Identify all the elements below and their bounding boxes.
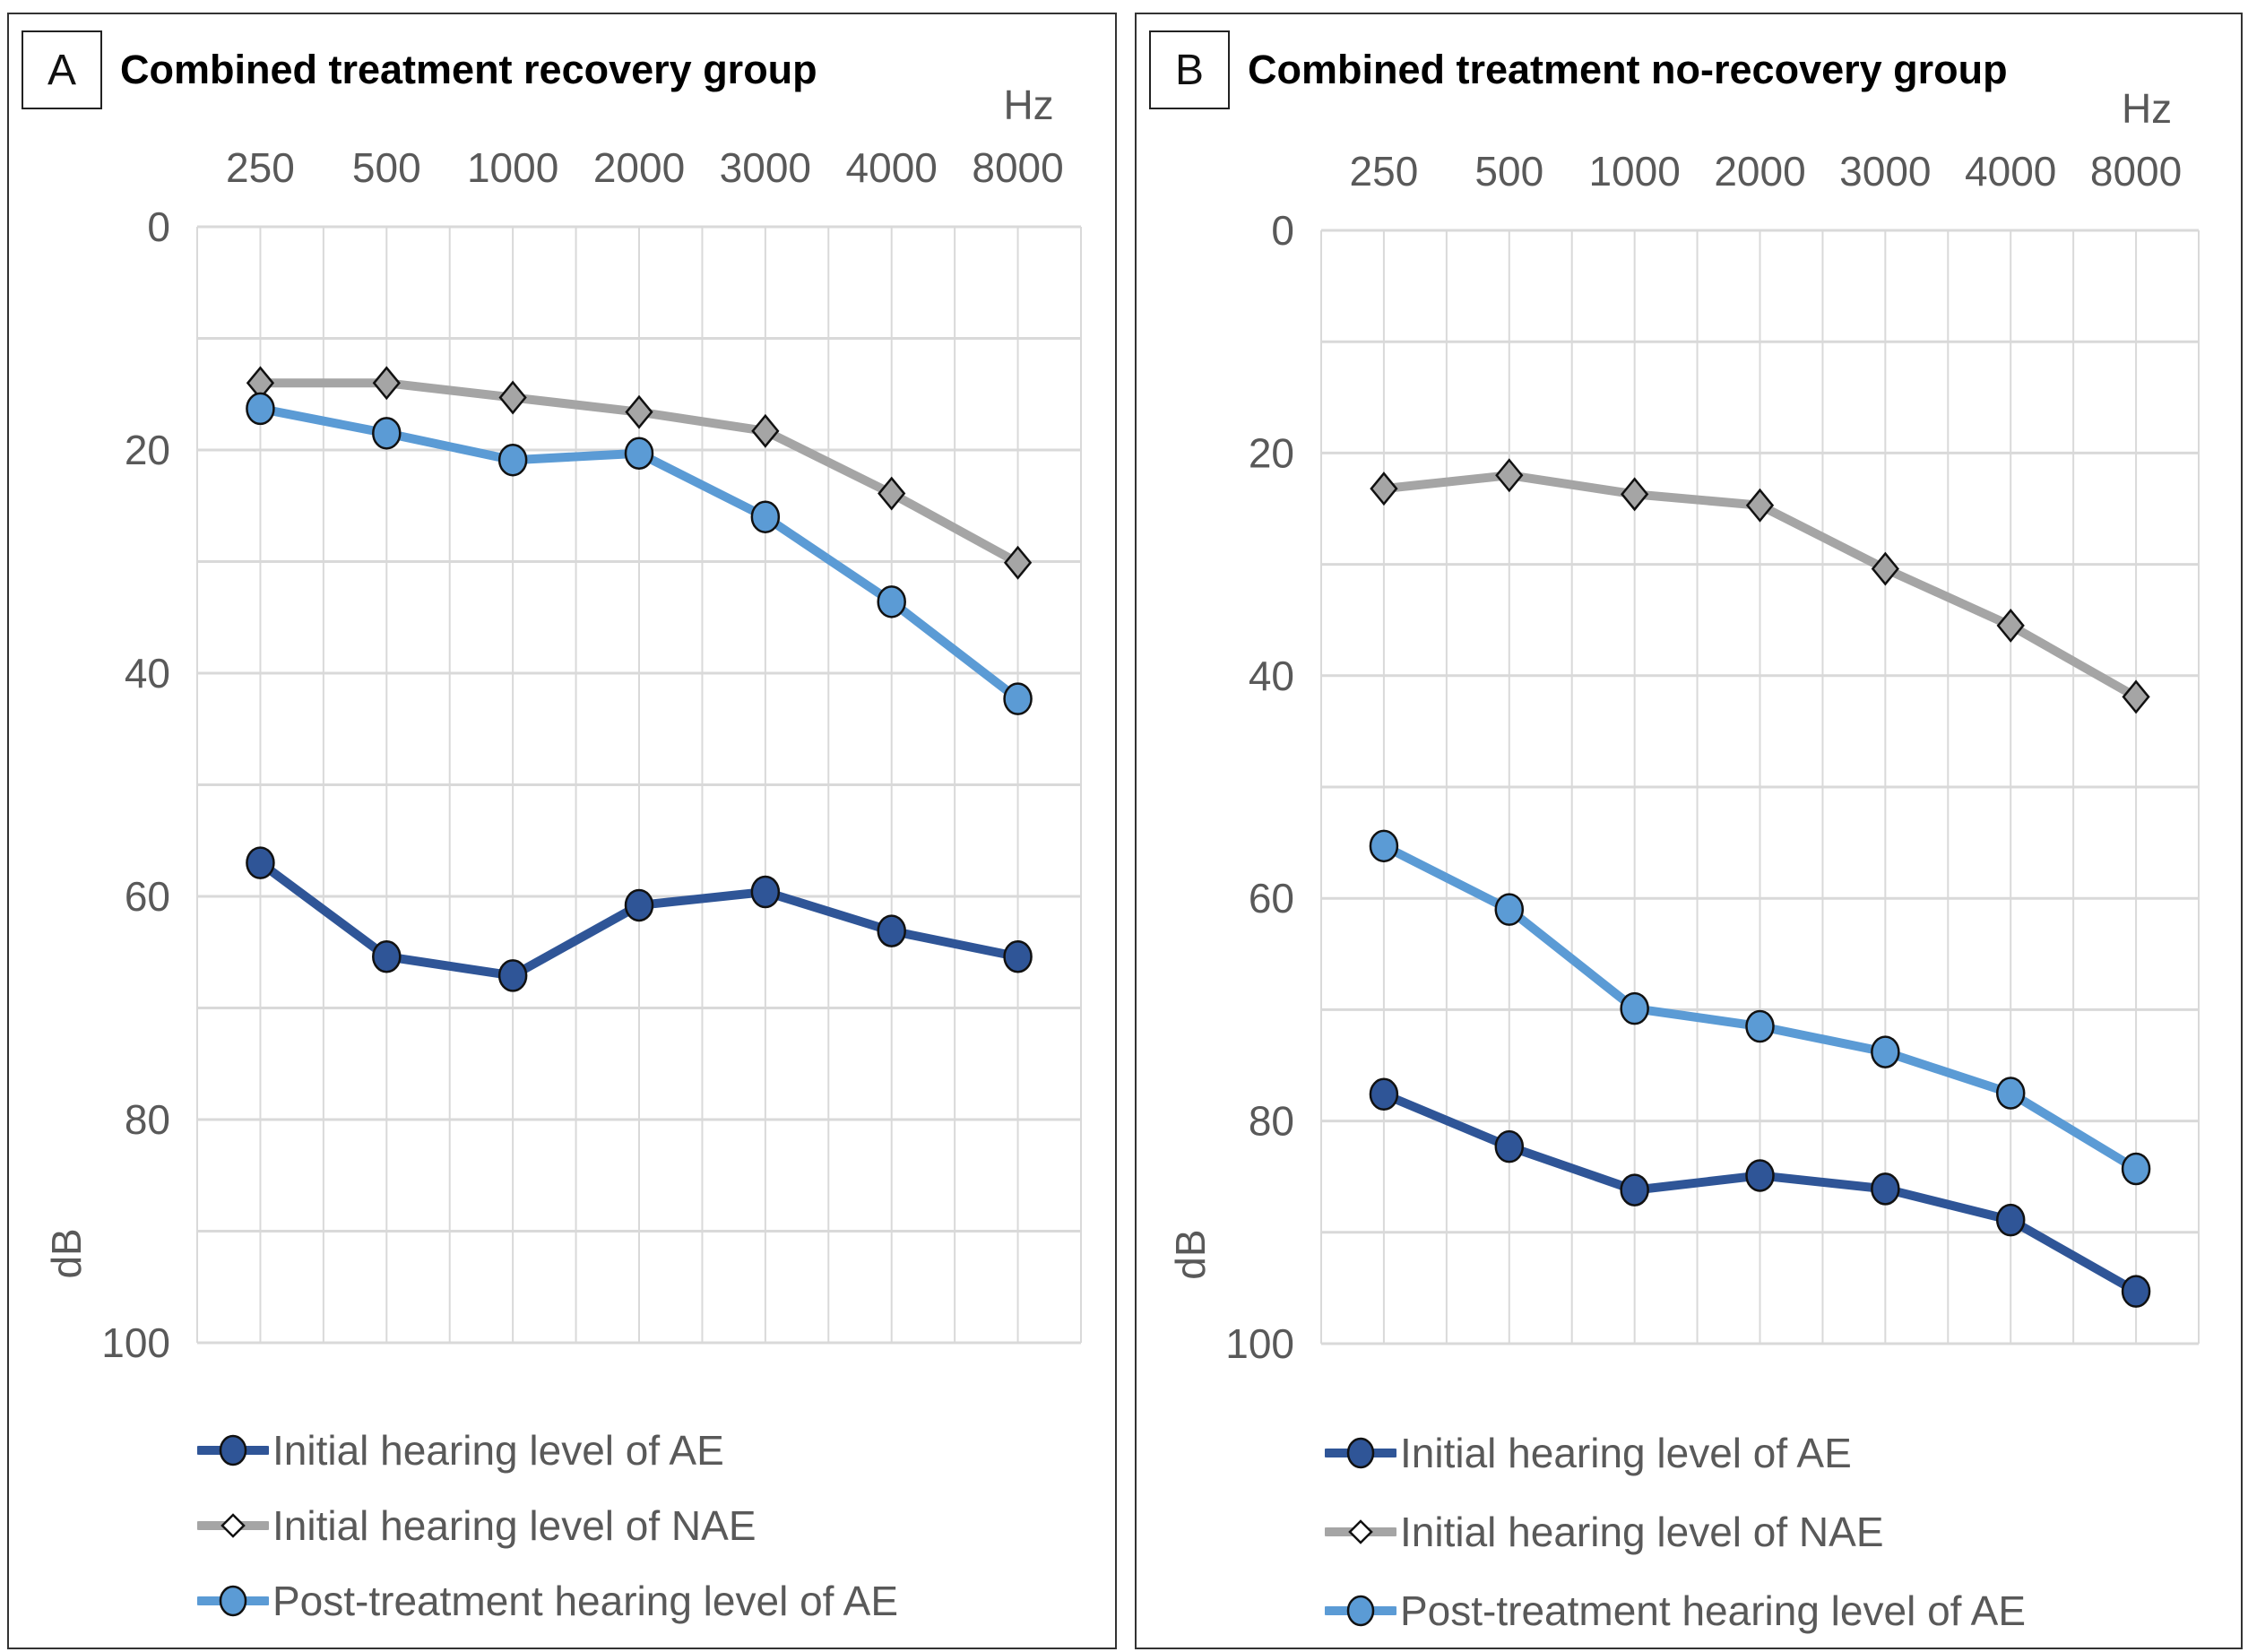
data-point xyxy=(498,380,527,415)
y-axis-label: dB xyxy=(43,1228,90,1278)
legend-item: Post-treatment hearing level of AE xyxy=(1325,1584,2026,1638)
data-point xyxy=(625,394,653,429)
data-point xyxy=(1494,1129,1525,1163)
data-point xyxy=(372,939,402,973)
data-point xyxy=(2121,1275,2151,1308)
chart-svg: 0 20 40 60 80 100 250 500 1000 2000 3000 4000 8000 Hz… xyxy=(43,82,1082,1366)
panel-a: A Combined treatment recovery group 0 20 4… xyxy=(7,13,1117,1649)
x-axis-label: Hz xyxy=(2122,85,2172,132)
data-point xyxy=(1871,551,1899,586)
legend-item: Initial hearing level of NAE xyxy=(197,1499,757,1553)
chart-svg: 0 20 40 60 80 100 250 500 1000 2000 3000 4000 8000 Hz… xyxy=(1167,85,2200,1367)
data-point xyxy=(246,392,275,426)
data-point xyxy=(878,476,906,511)
data-point xyxy=(497,959,528,992)
data-point xyxy=(246,846,275,879)
y-tick-label: 100 xyxy=(1225,1320,1294,1367)
y-tick-label: 40 xyxy=(1249,653,1294,699)
panel-b: B Combined treatment no-recovery group 0… xyxy=(1135,13,2243,1649)
chart-title: Combined treatment recovery group xyxy=(120,47,817,92)
data-point xyxy=(1745,1009,1775,1043)
legend-label: Initial hearing level of NAE xyxy=(272,1502,757,1549)
data-point xyxy=(372,417,402,450)
legend-diamond-marker-icon xyxy=(1325,1519,1396,1544)
data-point xyxy=(1003,939,1033,973)
x-tick-label: 250 xyxy=(1350,148,1419,195)
data-point xyxy=(1620,991,1649,1025)
data-point xyxy=(1745,488,1775,523)
data-point xyxy=(2121,1152,2151,1186)
data-point xyxy=(1995,1203,2026,1237)
legend-circle-marker-icon xyxy=(1325,1437,1396,1469)
x-tick-label: 2000 xyxy=(593,144,685,191)
data-point xyxy=(1370,471,1398,506)
legend-item: Initial hearing level of NAE xyxy=(1325,1505,1884,1559)
chart-title: Combined treatment no-recovery group xyxy=(1248,47,2008,92)
x-tick-label: 1000 xyxy=(467,144,558,191)
data-point xyxy=(1871,1172,1900,1206)
data-point xyxy=(1495,458,1524,493)
data-point xyxy=(1369,829,1399,863)
data-point xyxy=(1003,545,1033,580)
panel-letter: A xyxy=(22,30,102,109)
x-tick-label: 1000 xyxy=(1588,148,1680,195)
y-tick-label: 80 xyxy=(1249,1098,1294,1145)
x-tick-label: 500 xyxy=(352,144,421,191)
y-tick-label: 40 xyxy=(125,650,170,696)
data-point xyxy=(1621,477,1649,512)
data-point xyxy=(497,443,528,477)
data-point xyxy=(1996,608,2025,643)
data-point xyxy=(1745,1159,1775,1192)
legend-diamond-marker-icon xyxy=(197,1513,269,1538)
data-point xyxy=(1995,1077,2026,1110)
y-tick-label: 20 xyxy=(1249,429,1294,476)
legend-label: Initial hearing level of NAE xyxy=(1400,1509,1884,1555)
data-point xyxy=(372,366,401,401)
x-tick-label: 500 xyxy=(1474,148,1543,195)
x-tick-label: 8000 xyxy=(2090,148,2182,195)
legend-label: Post-treatment hearing level of AE xyxy=(1400,1587,2027,1634)
data-point xyxy=(1620,1173,1649,1207)
x-tick-label: 250 xyxy=(226,144,295,191)
data-point xyxy=(750,875,781,909)
data-point xyxy=(750,500,781,533)
data-point xyxy=(877,914,906,947)
legend-circle-marker-icon xyxy=(197,1585,269,1617)
x-tick-label: 2000 xyxy=(1714,148,1805,195)
y-tick-label: 20 xyxy=(125,427,170,473)
data-point xyxy=(1871,1035,1900,1068)
x-tick-label: 8000 xyxy=(972,144,1063,191)
panel-letter: B xyxy=(1149,30,1230,109)
legend-item: Initial hearing level of AE xyxy=(197,1423,724,1477)
legend-circle-marker-icon xyxy=(197,1434,269,1466)
data-point xyxy=(1494,893,1525,926)
x-tick-label: 4000 xyxy=(1965,148,2056,195)
x-tick-label: 3000 xyxy=(1839,148,1931,195)
y-axis-label: dB xyxy=(1167,1230,1214,1280)
data-point xyxy=(624,888,654,922)
legend-item: Post-treatment hearing level of AE xyxy=(197,1574,898,1628)
y-tick-label: 60 xyxy=(125,873,170,920)
data-point xyxy=(1003,682,1033,715)
y-tick-label: 0 xyxy=(1271,207,1294,254)
x-tick-label: 4000 xyxy=(846,144,938,191)
y-tick-label: 0 xyxy=(147,203,170,250)
y-tick-label: 100 xyxy=(101,1319,170,1366)
legend-label: Post-treatment hearing level of AE xyxy=(272,1578,899,1624)
data-point xyxy=(2122,679,2150,714)
legend-label: Initial hearing level of AE xyxy=(272,1427,724,1474)
legend-item: Initial hearing level of AE xyxy=(1325,1426,1852,1480)
legend-circle-marker-icon xyxy=(1325,1595,1396,1627)
y-tick-label: 60 xyxy=(1249,875,1294,921)
y-tick-label: 80 xyxy=(125,1096,170,1143)
legend-label: Initial hearing level of AE xyxy=(1400,1430,1852,1476)
x-axis-label: Hz xyxy=(1003,82,1053,128)
data-point xyxy=(877,585,906,618)
data-point xyxy=(1369,1077,1399,1111)
data-point xyxy=(751,413,780,448)
data-point xyxy=(624,437,654,470)
x-tick-label: 3000 xyxy=(720,144,811,191)
